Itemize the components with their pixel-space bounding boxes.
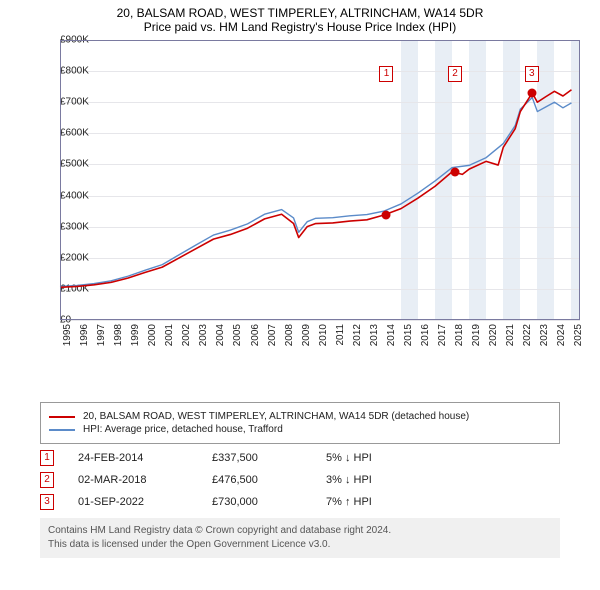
x-tick-label: 2000 [145,324,158,346]
x-tick-label: 2020 [486,324,499,346]
x-tick-label: 1996 [77,324,90,346]
x-tick-label: 2012 [350,324,363,346]
legend-row: HPI: Average price, detached house, Traf… [49,424,551,435]
x-tick-label: 2005 [230,324,243,346]
sale-row-price: £337,500 [212,452,302,464]
x-tick-label: 2002 [179,324,192,346]
x-tick-label: 2022 [520,324,533,346]
footer-line2: This data is licensed under the Open Gov… [48,538,552,552]
title-subtitle: Price paid vs. HM Land Registry's House … [10,20,590,34]
sale-row-date: 02-MAR-2018 [78,474,188,486]
sale-row: 3 01-SEP-2022 £730,000 7% ↑ HPI [40,494,600,510]
sale-row-price: £476,500 [212,474,302,486]
legend-swatch [49,429,75,431]
x-tick-label: 2001 [162,324,175,346]
legend-label: HPI: Average price, detached house, Traf… [83,424,283,435]
x-tick-label: 2011 [333,324,346,346]
legend: 20, BALSAM ROAD, WEST TIMPERLEY, ALTRINC… [40,402,560,444]
sale-row-delta: 3% ↓ HPI [326,474,416,486]
legend-row: 20, BALSAM ROAD, WEST TIMPERLEY, ALTRINC… [49,411,551,422]
x-tick-label: 2013 [367,324,380,346]
x-tick-label: 2023 [537,324,550,346]
x-tick-label: 1998 [111,324,124,346]
x-tick-label: 2021 [503,324,516,346]
sale-row: 2 02-MAR-2018 £476,500 3% ↓ HPI [40,472,600,488]
x-tick-label: 2004 [213,324,226,346]
sale-row: 1 24-FEB-2014 £337,500 5% ↓ HPI [40,450,600,466]
x-tick-label: 2015 [401,324,414,346]
price-chart: £0£100K£200K£300K£400K£500K£600K£700K£80… [20,40,580,360]
sale-row-date: 24-FEB-2014 [78,452,188,464]
x-tick-label: 2010 [316,324,329,346]
x-tick-label: 2009 [299,324,312,346]
sale-row-marker: 2 [40,472,54,488]
x-tick-label: 1997 [94,324,107,346]
x-tick-label: 2003 [196,324,209,346]
footer-attribution: Contains HM Land Registry data © Crown c… [40,518,560,558]
footer-line1: Contains HM Land Registry data © Crown c… [48,524,552,538]
x-tick-label: 1999 [128,324,141,346]
sale-row-marker: 3 [40,494,54,510]
sale-row-date: 01-SEP-2022 [78,496,188,508]
plot-border [60,40,580,320]
sale-row-delta: 7% ↑ HPI [326,496,416,508]
x-tick-label: 2006 [248,324,261,346]
x-tick-label: 2008 [282,324,295,346]
x-tick-label: 2007 [265,324,278,346]
x-tick-label: 2019 [469,324,482,346]
x-tick-label: 2024 [554,324,567,346]
legend-label: 20, BALSAM ROAD, WEST TIMPERLEY, ALTRINC… [83,411,469,422]
x-tick-label: 2014 [384,324,397,346]
sales-table: 1 24-FEB-2014 £337,500 5% ↓ HPI 2 02-MAR-2018… [0,450,600,510]
x-tick-label: 2018 [452,324,465,346]
x-tick-label: 1995 [60,324,73,346]
sale-row-price: £730,000 [212,496,302,508]
x-tick-label: 2017 [435,324,448,346]
sale-row-marker: 1 [40,450,54,466]
title-address: 20, BALSAM ROAD, WEST TIMPERLEY, ALTRINC… [10,6,590,20]
legend-swatch [49,416,75,418]
x-tick-label: 2016 [418,324,431,346]
x-tick-label: 2025 [571,324,584,346]
sale-row-delta: 5% ↓ HPI [326,452,416,464]
